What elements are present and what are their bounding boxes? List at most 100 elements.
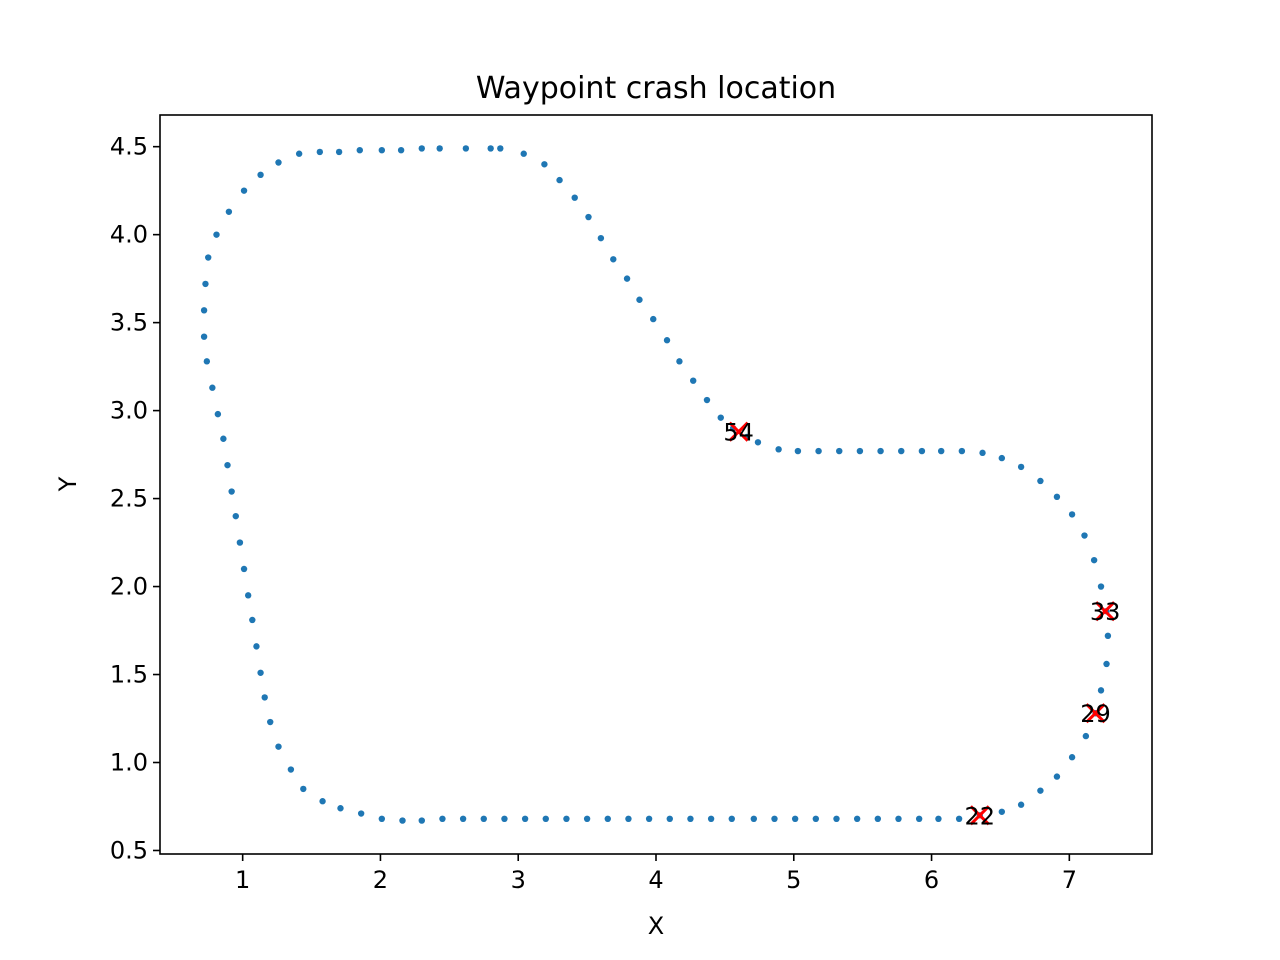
waypoint-marker	[205, 254, 212, 261]
waypoint-marker	[833, 815, 840, 823]
waypoint-marker	[356, 146, 363, 154]
y-tick-label: 3.5	[110, 309, 148, 337]
waypoint-marker	[1068, 754, 1076, 761]
waypoint-marker	[815, 447, 822, 455]
waypoint-marker	[224, 461, 231, 469]
waypoint-marker	[1097, 583, 1105, 590]
waypoint-marker	[319, 798, 326, 805]
waypoint-marker	[253, 643, 260, 650]
x-tick-label: 7	[1062, 866, 1077, 894]
waypoint-marker	[295, 150, 303, 157]
waypoint-marker	[1017, 801, 1025, 808]
waypoint-marker	[378, 815, 386, 823]
waypoint-marker	[597, 234, 605, 242]
waypoint-marker	[542, 815, 549, 823]
waypoint-marker	[717, 414, 724, 421]
crash-x-stroke	[1085, 703, 1106, 724]
waypoint-marker	[1090, 556, 1098, 564]
waypoint-marker	[979, 449, 986, 457]
waypoint-marker	[316, 148, 324, 156]
y-tick-label: 3.0	[110, 397, 148, 425]
waypoint-marker	[200, 333, 208, 340]
waypoint-marker	[998, 808, 1006, 815]
y-tick-label: 4.5	[110, 133, 148, 161]
waypoint-marker	[214, 410, 222, 418]
waypoint-marker	[1053, 493, 1061, 501]
waypoint-marker	[918, 447, 926, 455]
waypoint-marker	[690, 377, 697, 384]
waypoint-marker	[249, 616, 256, 624]
waypoint-marker	[687, 815, 694, 823]
waypoint-marker	[877, 447, 884, 455]
x-tick-label: 5	[786, 866, 801, 894]
crash-series: 54 33 29 22	[723, 419, 1120, 831]
chart-title: Waypoint crash location	[476, 71, 836, 106]
waypoint-marker	[1037, 477, 1044, 485]
axis-ticks: 1 2 3 4 5 6 7 0.5 1.0 1.5 2.0 2.5 3.0 3.5 4.0 4.5	[110, 133, 1077, 894]
crash-label: 29	[1080, 700, 1111, 728]
waypoint-marker	[898, 447, 905, 455]
waypoint-marker	[213, 231, 220, 238]
y-tick-label: 0.5	[110, 836, 148, 864]
waypoint-marker	[636, 296, 643, 303]
waypoint-marker	[439, 815, 446, 823]
crash-label: 22	[965, 802, 996, 830]
waypoint-marker	[459, 815, 467, 823]
waypoint-marker	[418, 817, 425, 824]
waypoint-marker	[261, 694, 268, 701]
waypoint-marker	[650, 315, 657, 323]
waypoint-marker	[240, 187, 248, 194]
waypoint-marker	[541, 161, 548, 168]
crash-x-stroke	[969, 805, 990, 826]
waypoint-marker	[856, 447, 864, 455]
waypoint-marker	[645, 815, 653, 823]
y-tick-label: 2.5	[110, 485, 148, 513]
waypoint-marker	[853, 815, 861, 823]
waypoint-marker	[812, 815, 820, 823]
waypoint-marker	[378, 146, 386, 154]
x-tick-label: 3	[511, 866, 526, 894]
waypoint-marker	[202, 280, 209, 288]
waypoint-marker	[418, 145, 425, 152]
waypoint-marker	[357, 810, 365, 817]
waypoint-marker	[209, 384, 216, 391]
y-axis-label: Y	[54, 476, 82, 492]
waypoint-marker	[436, 145, 443, 152]
waypoint-marker	[487, 145, 494, 152]
waypoint-marker	[275, 159, 282, 166]
waypoint-marker	[707, 815, 715, 823]
waypoint-marker	[1037, 787, 1044, 794]
x-tick-label: 4	[648, 866, 663, 894]
waypoint-marker	[571, 194, 578, 201]
waypoint-marker	[771, 815, 778, 823]
waypoint-marker	[794, 447, 802, 455]
waypoint-marker	[563, 815, 570, 823]
waypoint-marker	[287, 766, 295, 773]
waypoint-marker	[703, 396, 711, 404]
x-axis-label: X	[648, 912, 664, 940]
waypoint-marker	[1082, 732, 1090, 740]
crash-marker	[1085, 703, 1106, 724]
crash-label: 54	[723, 419, 754, 447]
waypoint-marker	[750, 815, 758, 823]
waypoint-marker	[267, 718, 274, 726]
waypoint-marker	[663, 337, 671, 344]
waypoint-marker	[610, 256, 617, 263]
waypoint-marker	[225, 208, 233, 215]
waypoint-marker	[501, 815, 508, 823]
waypoint-marker	[998, 454, 1006, 462]
y-tick-label: 4.0	[110, 221, 148, 249]
waypoint-marker	[520, 150, 527, 157]
waypoint-marker	[791, 815, 799, 823]
waypoint-marker	[244, 592, 252, 599]
waypoint-marker	[836, 447, 843, 455]
waypoint-marker	[728, 815, 735, 823]
waypoint-marker	[228, 488, 235, 495]
crash-marker	[969, 805, 990, 826]
waypoint-marker	[397, 146, 405, 154]
y-tick-label: 1.0	[110, 749, 148, 777]
waypoint-marker	[399, 817, 406, 824]
crash-marker	[728, 421, 749, 442]
